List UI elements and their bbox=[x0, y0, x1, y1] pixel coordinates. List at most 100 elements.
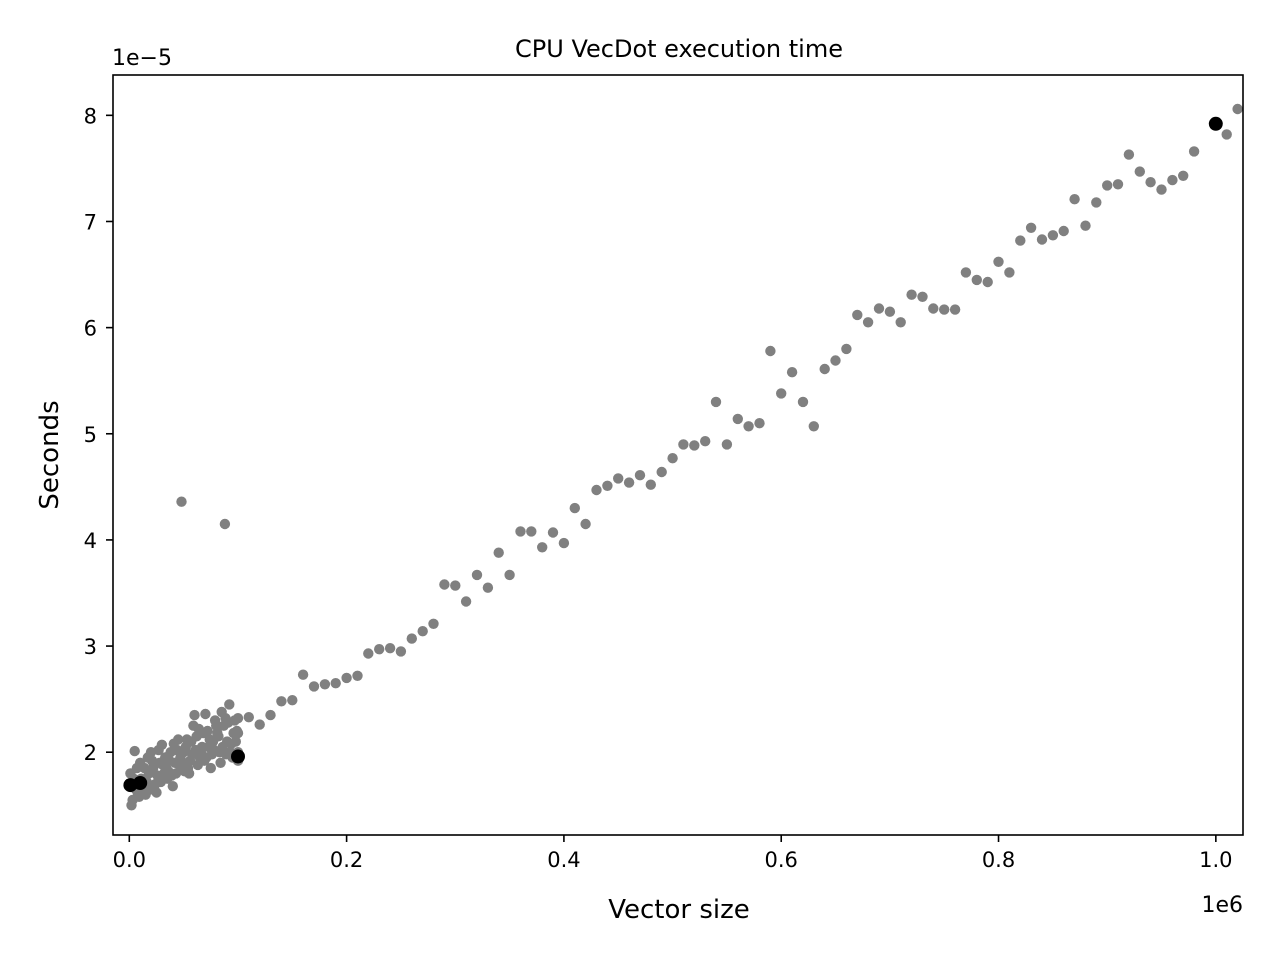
data-point bbox=[176, 496, 187, 507]
data-point bbox=[1221, 129, 1232, 140]
data-point bbox=[192, 759, 203, 771]
data-point bbox=[667, 453, 678, 464]
data-point bbox=[776, 388, 787, 399]
highlighted-series bbox=[123, 116, 1223, 793]
data-point bbox=[1036, 234, 1048, 245]
data-point bbox=[993, 256, 1004, 267]
data-point bbox=[1058, 225, 1069, 237]
data-point bbox=[212, 727, 223, 739]
data-point bbox=[689, 440, 700, 451]
data-point bbox=[808, 421, 819, 432]
data-point bbox=[363, 648, 374, 659]
x-tick-label: 1.0 bbox=[1199, 848, 1232, 872]
y-axis-ticks: 2 3 4 5 6 7 8 bbox=[84, 104, 113, 765]
data-point bbox=[1091, 197, 1102, 208]
data-point bbox=[547, 527, 559, 538]
data-point bbox=[623, 477, 635, 488]
data-point bbox=[982, 276, 993, 288]
data-point bbox=[895, 317, 906, 328]
data-point bbox=[254, 719, 265, 730]
data-point bbox=[1102, 180, 1113, 191]
data-point bbox=[482, 582, 494, 593]
data-point bbox=[149, 759, 160, 771]
x-axis-label: Vector size bbox=[608, 895, 750, 925]
data-point bbox=[179, 766, 190, 777]
data-point bbox=[215, 757, 226, 768]
highlighted-point bbox=[231, 749, 245, 764]
data-point bbox=[580, 518, 591, 530]
data-point bbox=[198, 727, 209, 739]
y-tick-label: 4 bbox=[84, 529, 97, 553]
y-tick-label: 5 bbox=[84, 423, 97, 447]
data-point bbox=[287, 695, 298, 706]
data-point bbox=[819, 363, 830, 375]
data-point bbox=[928, 303, 939, 314]
data-point bbox=[939, 304, 950, 315]
data-point bbox=[1178, 170, 1189, 181]
data-point bbox=[765, 345, 776, 357]
x-tick-label: 0.2 bbox=[330, 848, 363, 872]
data-point bbox=[1145, 177, 1156, 188]
data-point bbox=[1004, 267, 1015, 278]
data-point bbox=[1134, 166, 1146, 177]
y-tick-label: 8 bbox=[84, 104, 97, 128]
x-axis-ticks: 0.0 0.2 0.4 0.6 0.8 1.0 bbox=[113, 835, 1233, 872]
data-point bbox=[721, 439, 733, 450]
data-point bbox=[406, 633, 417, 644]
data-point bbox=[591, 484, 602, 496]
data-point bbox=[754, 418, 765, 429]
data-point bbox=[450, 580, 461, 591]
data-point bbox=[504, 569, 515, 581]
data-point bbox=[232, 713, 244, 724]
data-point bbox=[189, 709, 200, 721]
data-point bbox=[786, 367, 798, 378]
data-point bbox=[170, 768, 182, 779]
data-point bbox=[276, 696, 287, 707]
data-point bbox=[710, 396, 722, 408]
data-point bbox=[634, 470, 646, 481]
data-point bbox=[797, 396, 809, 408]
data-point bbox=[201, 752, 212, 763]
data-point bbox=[1015, 235, 1026, 246]
data-point bbox=[131, 762, 143, 774]
data-point bbox=[219, 518, 231, 530]
data-point bbox=[308, 681, 320, 692]
highlighted-point bbox=[1208, 116, 1223, 131]
data-point bbox=[224, 699, 235, 710]
data-point bbox=[873, 303, 885, 314]
data-point bbox=[949, 304, 961, 315]
data-point bbox=[743, 421, 754, 432]
data-point bbox=[678, 439, 689, 450]
data-point bbox=[1123, 149, 1135, 160]
data-point bbox=[374, 644, 385, 655]
data-point bbox=[428, 618, 439, 629]
data-point bbox=[862, 317, 874, 328]
data-point bbox=[1112, 179, 1124, 190]
data-point bbox=[1069, 194, 1080, 205]
x-tick-label: 0.6 bbox=[765, 848, 798, 872]
data-point bbox=[841, 343, 852, 355]
x-tick-label: 0.4 bbox=[547, 848, 580, 872]
data-point bbox=[971, 274, 982, 286]
data-point bbox=[852, 309, 863, 321]
data-points bbox=[123, 103, 1243, 811]
data-point bbox=[208, 744, 220, 756]
data-point bbox=[439, 579, 450, 590]
data-point bbox=[1188, 146, 1200, 157]
data-point bbox=[167, 781, 178, 792]
y-offset-label: 1e−5 bbox=[112, 46, 172, 71]
data-point bbox=[471, 569, 483, 581]
data-point bbox=[155, 776, 166, 788]
data-point bbox=[526, 526, 537, 537]
data-point bbox=[200, 708, 211, 720]
y-tick-label: 7 bbox=[84, 210, 97, 234]
data-point bbox=[209, 715, 221, 726]
data-point bbox=[188, 720, 199, 731]
data-point bbox=[1025, 222, 1037, 233]
data-point bbox=[220, 713, 231, 724]
data-point bbox=[917, 291, 928, 302]
x-tick-label: 0.0 bbox=[113, 848, 146, 872]
data-point bbox=[181, 734, 193, 745]
data-point bbox=[602, 480, 613, 491]
